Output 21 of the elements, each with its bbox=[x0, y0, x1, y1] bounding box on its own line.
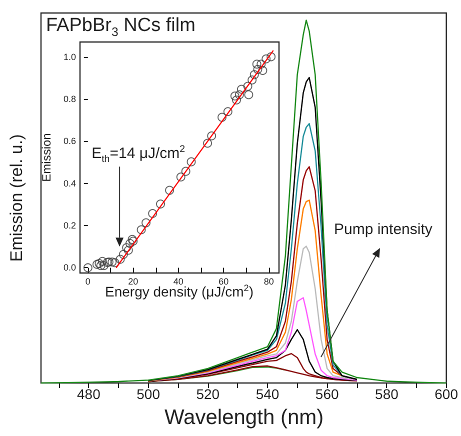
annotation: Pump intensity bbox=[334, 221, 432, 238]
x-tick-label: 480 bbox=[77, 386, 101, 402]
y-tick-label: 0.8 bbox=[63, 94, 76, 104]
x-tick-label: 500 bbox=[136, 386, 160, 402]
y-tick-label: 1.0 bbox=[63, 52, 76, 62]
x-tick-label: 560 bbox=[315, 386, 339, 402]
x-tick-label: 520 bbox=[196, 386, 220, 402]
y-tick-label: 0.6 bbox=[63, 136, 76, 146]
y-tick-label: 0.4 bbox=[63, 178, 76, 188]
y-tick-label: 0.2 bbox=[63, 220, 76, 231]
x-tick-label: 600 bbox=[434, 386, 458, 402]
x-axis-title: Wavelength (nm) bbox=[164, 406, 324, 429]
x-tick-label: 580 bbox=[375, 386, 399, 402]
x-tick-label: 0 bbox=[85, 276, 90, 286]
y-axis-title: Emission bbox=[40, 133, 54, 182]
annotation: E$_{th}$=14 μJ/cm$^{2}$ bbox=[92, 144, 186, 165]
x-tick-label: 540 bbox=[256, 386, 280, 402]
x-tick-label: 80 bbox=[264, 276, 274, 286]
y-tick-label: 0.0 bbox=[63, 262, 76, 273]
chart-title: FAPbBr$_{3}$ NCs film bbox=[46, 15, 196, 39]
y-axis-title: Emission (rel. u.) bbox=[7, 134, 26, 262]
